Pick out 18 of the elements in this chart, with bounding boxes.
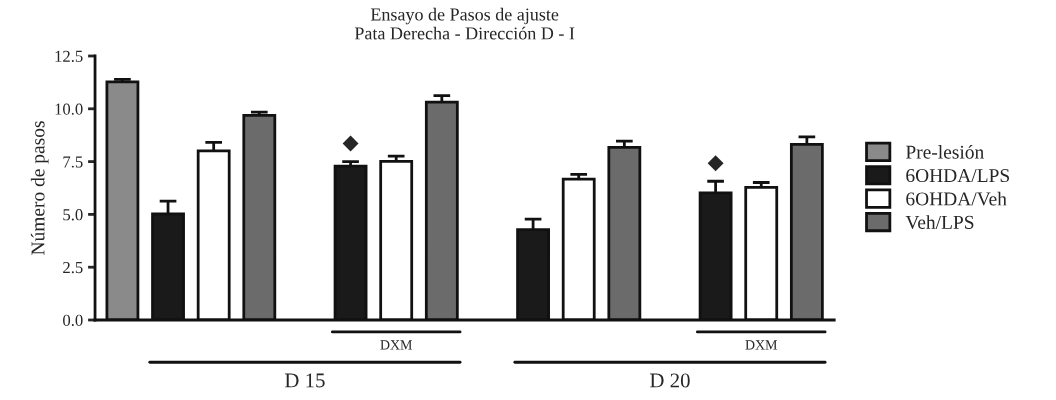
text: D 20	[650, 373, 690, 388]
data-label: ◆	[342, 135, 359, 152]
y-tick-label: 2.5	[63, 261, 83, 274]
y-tick-label: 5.0	[63, 209, 83, 221]
text: D 15	[284, 373, 325, 388]
data-label: ◆	[707, 155, 724, 172]
legend-label: 6OHDA/Veh	[906, 191, 1007, 206]
y-tick-label: 7.5	[63, 156, 83, 168]
legend-label: Pre-lesión	[905, 145, 984, 159]
chart-title: Ensayo de Pasos de ajuste Pata Derecha - Dirección D - I	[354, 7, 575, 40]
legend-label: Veh/LPS	[905, 215, 974, 229]
y-tick-label: 0.0	[63, 314, 83, 327]
y-axis-title: Número de pasos	[30, 121, 49, 255]
text: DXM	[380, 340, 412, 350]
text: DXM	[745, 340, 778, 350]
legend-label: 6OHDA/LPS	[906, 169, 1010, 183]
y-tick-label: 12.5	[55, 50, 83, 63]
y-tick-label: 10.0	[55, 103, 83, 115]
